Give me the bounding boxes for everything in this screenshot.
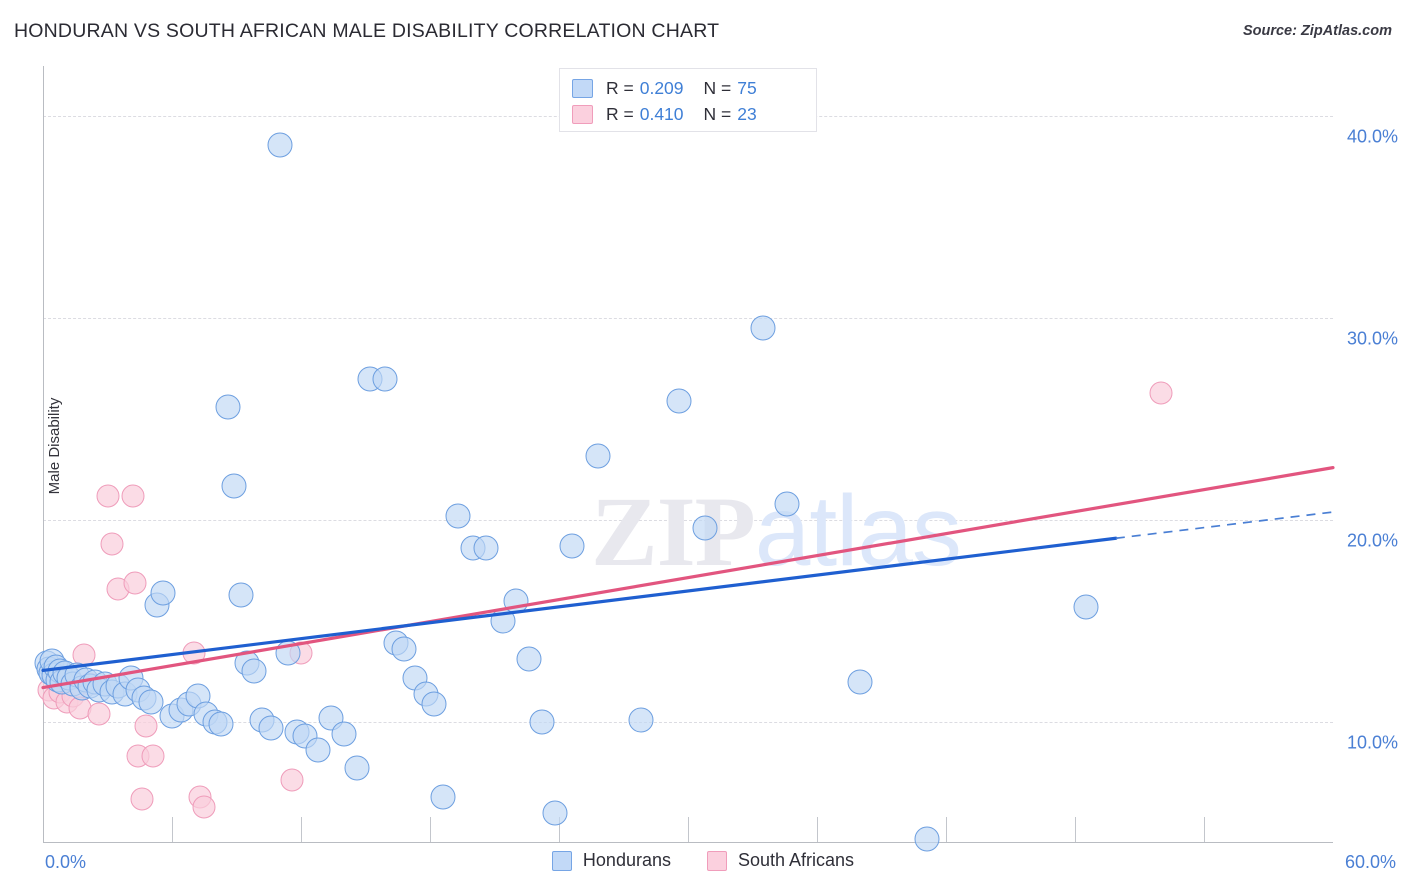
y-axis-label-30.0%: 30.0%	[1346, 328, 1398, 349]
scatter-point-hond[interactable]	[421, 691, 447, 717]
series-label-hondurans: Hondurans	[582, 850, 671, 870]
scatter-point-hond[interactable]	[445, 503, 471, 529]
scatter-point-safr[interactable]	[182, 641, 205, 665]
x-axis-tick	[688, 817, 689, 843]
scatter-point-hond[interactable]	[559, 533, 585, 559]
scatter-point-hond[interactable]	[430, 784, 456, 810]
source-label: Source: ZipAtlas.com	[1242, 23, 1392, 39]
n-label-south-africans: N =	[703, 103, 732, 124]
watermark-zip: ZIP	[591, 476, 756, 587]
scatter-point-safr[interactable]	[96, 484, 119, 508]
legend-swatch-south-africans	[572, 104, 593, 124]
x-axis-tick	[172, 817, 173, 843]
gridline-30.0%	[43, 318, 1333, 320]
scatter-point-hond[interactable]	[774, 491, 800, 517]
r-value-hondurans: 0.209	[639, 77, 684, 98]
legend-swatch-hondurans	[572, 78, 593, 98]
x-axis-line	[43, 842, 1333, 843]
series-swatch-hondurans	[551, 850, 572, 871]
r-label-south-africans: R =	[606, 103, 634, 124]
scatter-point-safr[interactable]	[100, 532, 124, 556]
n-value-hondurans: 75	[737, 77, 757, 98]
x-axis-min-label: 0.0%	[45, 852, 87, 872]
scatter-point-hond[interactable]	[138, 689, 163, 715]
y-axis-label-10.0%: 10.0%	[1346, 732, 1398, 753]
scatter-point-safr[interactable]	[1149, 381, 1173, 405]
gridline-10.0%	[43, 721, 1333, 723]
scatter-point-safr[interactable]	[192, 795, 216, 819]
scatter-point-safr[interactable]	[121, 484, 145, 508]
series-legend-item-south-africans[interactable]: South Africans	[706, 850, 855, 871]
x-axis-tick	[946, 817, 947, 843]
x-axis-tick	[1204, 817, 1205, 843]
series-label-south-africans: South Africans	[737, 850, 855, 870]
scatter-point-hond[interactable]	[344, 755, 370, 781]
x-axis-tick	[301, 817, 302, 843]
scatter-point-hond[interactable]	[1073, 594, 1099, 620]
scatter-point-safr[interactable]	[87, 702, 111, 726]
x-axis-tick	[817, 817, 818, 843]
scatter-point-hond[interactable]	[241, 658, 267, 684]
scatter-point-safr[interactable]	[123, 571, 147, 595]
scatter-point-hond[interactable]	[258, 715, 284, 741]
scatter-point-hond[interactable]	[529, 709, 555, 735]
y-axis-line	[43, 66, 44, 843]
x-axis-tick	[1075, 817, 1076, 843]
scatter-point-hond[interactable]	[692, 515, 718, 541]
series-swatch-south-africans	[706, 850, 727, 871]
n-value-south-africans: 23	[737, 103, 757, 124]
n-label-hondurans: N =	[703, 77, 732, 98]
scatter-point-hond[interactable]	[585, 443, 611, 468]
scatter-point-hond[interactable]	[228, 582, 254, 608]
scatter-point-hond[interactable]	[391, 636, 417, 662]
scatter-point-safr[interactable]	[280, 768, 304, 792]
stats-row-south-africans: R = 0.410 N = 23	[572, 101, 804, 127]
scatter-point-hond[interactable]	[331, 721, 357, 747]
scatter-point-safr[interactable]	[134, 714, 158, 738]
scatter-point-hond[interactable]	[503, 588, 529, 614]
trend-lines	[41, 466, 1335, 690]
series-legend: Hondurans South Africans	[0, 850, 1406, 871]
x-axis-tick	[430, 817, 431, 843]
scatter-point-hond[interactable]	[372, 366, 398, 392]
scatter-point-hond[interactable]	[847, 669, 873, 695]
r-value-south-africans: 0.410	[639, 103, 684, 124]
x-axis-tick	[559, 817, 560, 843]
stats-legend: R = 0.209 N = 75 R = 0.410 N = 23	[559, 68, 817, 132]
zipatlas-watermark: ZIPatlas	[591, 474, 962, 589]
scatter-point-hond[interactable]	[914, 826, 940, 852]
scatter-point-hond[interactable]	[666, 388, 692, 414]
trend-line-hondurans-extrapolated	[1115, 511, 1334, 540]
y-axis-label-20.0%: 20.0%	[1346, 530, 1398, 551]
scatter-point-hond[interactable]	[305, 737, 331, 763]
r-label-hondurans: R =	[606, 77, 634, 98]
stats-row-hondurans: R = 0.209 N = 75	[572, 75, 804, 101]
scatter-point-hond[interactable]	[473, 535, 499, 561]
x-axis-max-label: 60.0%	[1344, 852, 1396, 872]
scatter-point-hond[interactable]	[221, 473, 247, 499]
scatter-point-hond[interactable]	[542, 800, 568, 826]
scatter-point-hond[interactable]	[516, 646, 542, 672]
y-axis-label-40.0%: 40.0%	[1346, 126, 1398, 147]
scatter-point-hond[interactable]	[628, 707, 654, 733]
scatter-point-hond[interactable]	[275, 640, 301, 666]
scatter-point-hond[interactable]	[215, 394, 241, 420]
scatter-point-hond[interactable]	[750, 315, 776, 341]
scatter-point-hond[interactable]	[150, 580, 176, 606]
gridline-20.0%	[43, 520, 1333, 522]
scatter-point-hond[interactable]	[318, 705, 344, 731]
page-title: HONDURAN VS SOUTH AFRICAN MALE DISABILIT…	[14, 20, 720, 42]
scatter-point-safr[interactable]	[141, 744, 165, 768]
scatter-point-hond[interactable]	[267, 132, 292, 158]
series-legend-item-hondurans[interactable]: Hondurans	[551, 850, 671, 871]
plot-area: ZIPatlas	[34, 66, 1335, 852]
scatter-point-hond[interactable]	[208, 711, 234, 737]
scatter-point-safr[interactable]	[130, 787, 154, 811]
